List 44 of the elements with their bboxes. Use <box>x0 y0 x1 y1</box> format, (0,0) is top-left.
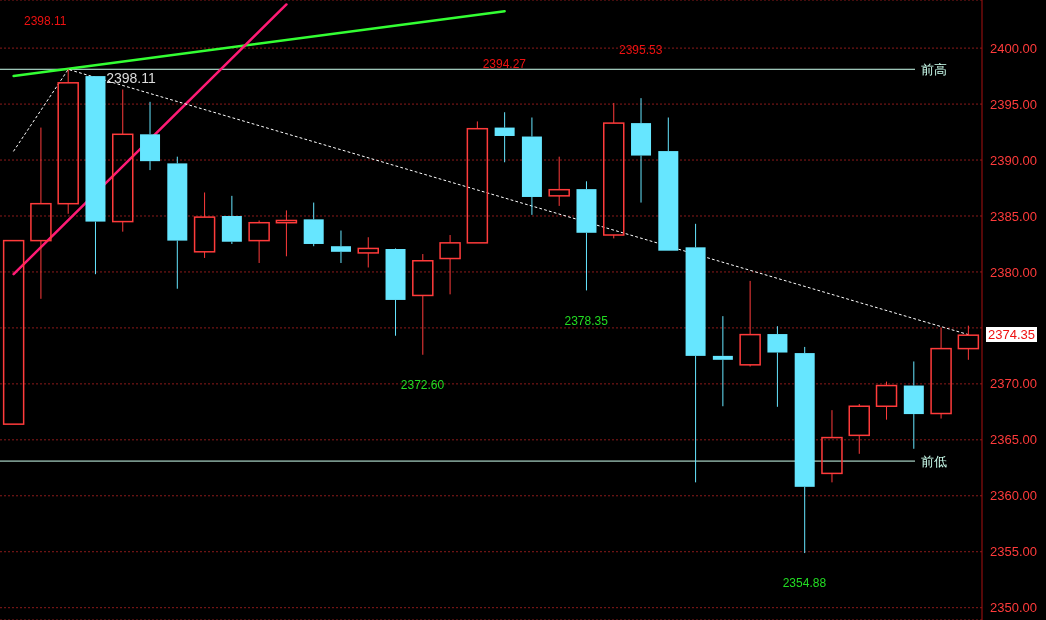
annotation: 2395.53 <box>619 43 663 57</box>
annotation: 2394.27 <box>482 57 527 71</box>
candlestick <box>631 97 652 204</box>
candlestick <box>439 234 461 295</box>
candlestick <box>739 280 761 368</box>
y-tick-label: 2390.00 <box>990 152 1037 168</box>
candlestick <box>576 180 597 291</box>
candlestick <box>248 219 270 264</box>
candlestick <box>494 111 515 163</box>
annotation: 2354.88 <box>782 576 827 590</box>
y-tick-label: 2370.00 <box>990 376 1037 392</box>
ref-line-label: 前低 <box>921 454 947 470</box>
annotation: 2398.11 <box>24 14 67 28</box>
y-tick-label: 2400.00 <box>990 40 1037 56</box>
candlestick <box>794 346 815 554</box>
text: 2374.35 <box>986 327 1037 342</box>
y-tick-label: 2395.00 <box>990 96 1037 112</box>
candlestick <box>712 315 733 407</box>
candlestick <box>275 209 298 257</box>
y-tick-label: 2380.00 <box>990 264 1037 280</box>
annotation: 2378.35 <box>564 314 608 328</box>
candlestick <box>685 223 706 483</box>
y-tick-label: 2385.00 <box>990 208 1037 224</box>
y-tick-label: 2355.00 <box>990 544 1037 560</box>
y-tick-label: 2365.00 <box>990 432 1037 448</box>
candlestick <box>385 249 406 337</box>
annotation: 2398.11 <box>106 70 156 86</box>
y-tick-label: 2350.00 <box>990 600 1037 616</box>
candlestick <box>140 101 161 171</box>
candlestick <box>30 127 52 300</box>
annotation: 2372.60 <box>400 378 445 392</box>
ref-line-label: 前高 <box>921 62 947 78</box>
candlestick <box>521 117 542 216</box>
candlestick <box>221 195 242 245</box>
candlestick <box>548 156 570 207</box>
candlestick <box>57 68 79 215</box>
candlestick <box>930 327 952 420</box>
y-tick-label: 2360.00 <box>990 488 1037 504</box>
candlestick <box>767 325 788 408</box>
candlestick <box>330 230 351 264</box>
candlestick <box>303 202 324 247</box>
candlestick <box>112 89 134 233</box>
candlestick <box>903 360 924 450</box>
candlestick <box>821 409 843 483</box>
